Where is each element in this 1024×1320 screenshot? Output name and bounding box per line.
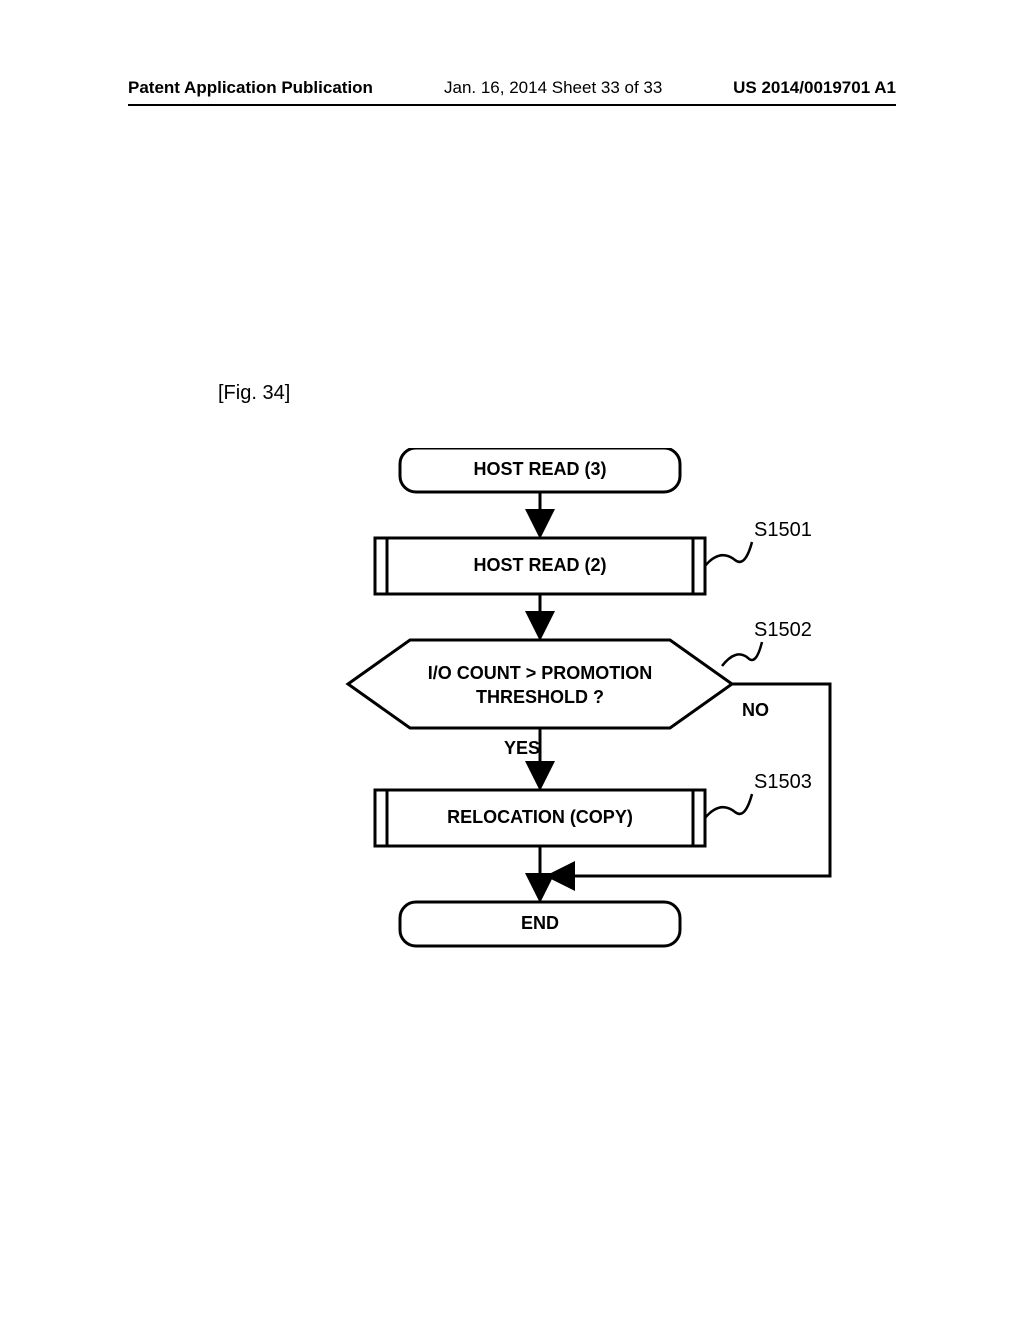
figure-label: [Fig. 34] [218,382,290,405]
node-s1502-text1: I/O COUNT > PROMOTION [428,663,653,683]
edge-label-no: NO [742,700,769,720]
header-right: US 2014/0019701 A1 [733,78,896,98]
node-s1503-text: RELOCATION (COPY) [447,807,633,827]
label-s1501: S1501 [754,519,812,541]
header-mid: Jan. 16, 2014 Sheet 33 of 33 [444,78,662,98]
flowchart: HOST READ (3) HOST READ (2) S1501 I/O CO… [300,448,860,978]
node-s1502-text2: THRESHOLD ? [476,687,604,707]
page: Patent Application Publication Jan. 16, … [0,0,1024,1320]
node-s1501-text: HOST READ (2) [473,555,606,575]
flowchart-svg: HOST READ (3) HOST READ (2) S1501 I/O CO… [300,448,860,978]
header-left: Patent Application Publication [128,78,373,98]
label-s1502: S1502 [754,619,812,641]
header-divider [128,104,896,106]
edge-label-yes: YES [504,738,540,758]
node-start-text: HOST READ (3) [473,459,606,479]
node-end-text: END [521,913,559,933]
node-s1502 [348,640,732,728]
squiggle-s1503 [705,794,752,818]
label-s1503: S1503 [754,771,812,793]
squiggle-s1501 [705,542,752,566]
squiggle-s1502 [722,642,762,666]
